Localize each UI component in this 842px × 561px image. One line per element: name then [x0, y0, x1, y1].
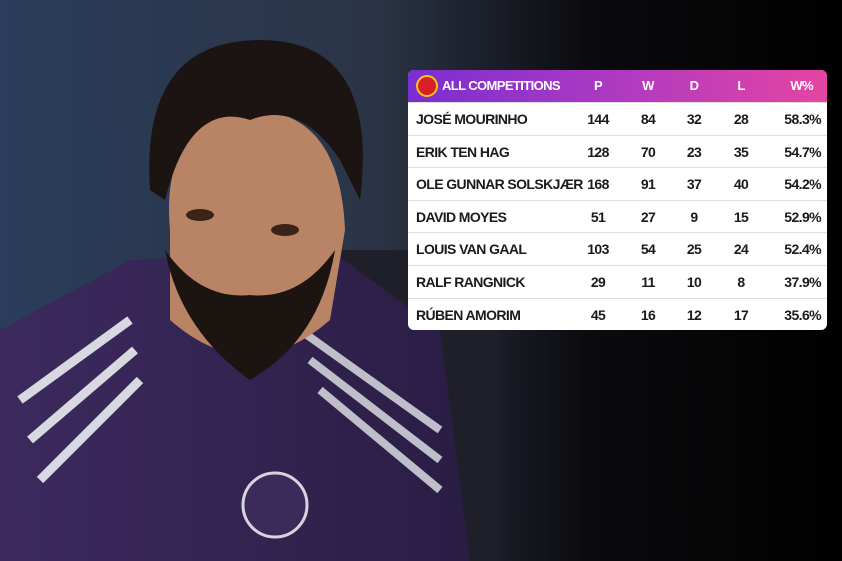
- stat-cell: 24: [733, 241, 749, 258]
- stats-table: ALL COMPETITIONS P W D L W% JOSÉ MOURINHO 144 84…: [408, 70, 827, 330]
- stat-cell: 10: [686, 274, 702, 290]
- stat-cell: 128: [587, 143, 609, 160]
- stat-cell: 168: [587, 176, 609, 193]
- club-crest: [416, 75, 438, 97]
- stat-cell: 29: [590, 274, 606, 290]
- table-row: ERIK TEN HAG 128 70 23 35 54.7%: [408, 134, 827, 168]
- stat-cell: 12: [686, 306, 702, 323]
- stat-cell: 40: [733, 176, 749, 193]
- win-percentage: 37.9%: [784, 274, 821, 290]
- stat-cell: 8: [737, 274, 745, 290]
- manager-name: OLE GUNNAR SOLSKJÆR: [416, 176, 583, 193]
- stat-cell: 70: [640, 143, 656, 160]
- stat-cell: 91: [640, 176, 656, 193]
- stat-cell: 35: [733, 143, 749, 160]
- stat-cell: 11: [641, 274, 655, 290]
- stat-cell: 16: [640, 306, 656, 323]
- stat-cell: 9: [690, 208, 698, 225]
- table-row: JOSÉ MOURINHO 144 84 32 28 58.3%: [408, 102, 827, 135]
- manager-name: LOUIS VAN GAAL: [416, 241, 527, 258]
- column-header: D: [689, 78, 699, 93]
- stat-cell: 144: [587, 111, 609, 127]
- stat-cell: 17: [733, 306, 749, 323]
- column-header: W: [642, 78, 654, 93]
- stat-cell: 25: [686, 241, 702, 258]
- manager-name: RALF RANGNICK: [416, 274, 525, 290]
- win-percentage: 58.3%: [784, 111, 821, 127]
- stat-cell: 84: [640, 111, 656, 127]
- column-header: P: [593, 78, 603, 93]
- manager-name: RÚBEN AMORIM: [416, 306, 521, 323]
- column-header: W%: [790, 78, 813, 93]
- table-row: RALF RANGNICK 29 11 10 8 37.9%: [408, 265, 827, 298]
- table-row: RÚBEN AMORIM 45 16 12 17 35.6%: [408, 297, 827, 330]
- stat-cell: 15: [733, 208, 749, 225]
- win-percentage: 35.6%: [784, 306, 821, 323]
- stat-cell: 32: [686, 111, 702, 127]
- table-row: OLE GUNNAR SOLSKJÆR 168 91 37 40 54.2%: [408, 167, 827, 200]
- column-header: L: [737, 78, 745, 93]
- table-row: DAVID MOYES 51 27 9 15 52.9%: [408, 199, 827, 233]
- stat-cell: 28: [733, 111, 749, 127]
- header-title: ALL COMPETITIONS: [442, 78, 561, 93]
- stat-cell: 51: [590, 208, 606, 225]
- win-percentage: 54.7%: [784, 143, 821, 160]
- table-row: LOUIS VAN GAAL 103 54 25 24 52.4%: [408, 232, 827, 265]
- win-percentage: 52.9%: [784, 208, 821, 225]
- manager-name: DAVID MOYES: [416, 208, 507, 225]
- manager-name: JOSÉ MOURINHO: [416, 111, 528, 127]
- stat-cell: 45: [590, 306, 606, 323]
- stat-cell: 103: [587, 241, 609, 258]
- win-percentage: 52.4%: [784, 241, 821, 258]
- stat-cell: 37: [686, 176, 702, 193]
- stat-cell: 54: [640, 241, 656, 258]
- manager-name: ERIK TEN HAG: [416, 143, 510, 160]
- header-row: ALL COMPETITIONS P W D L W%: [408, 70, 827, 102]
- win-percentage: 54.2%: [784, 176, 821, 193]
- stat-cell: 23: [686, 143, 702, 160]
- stat-cell: 27: [640, 208, 656, 225]
